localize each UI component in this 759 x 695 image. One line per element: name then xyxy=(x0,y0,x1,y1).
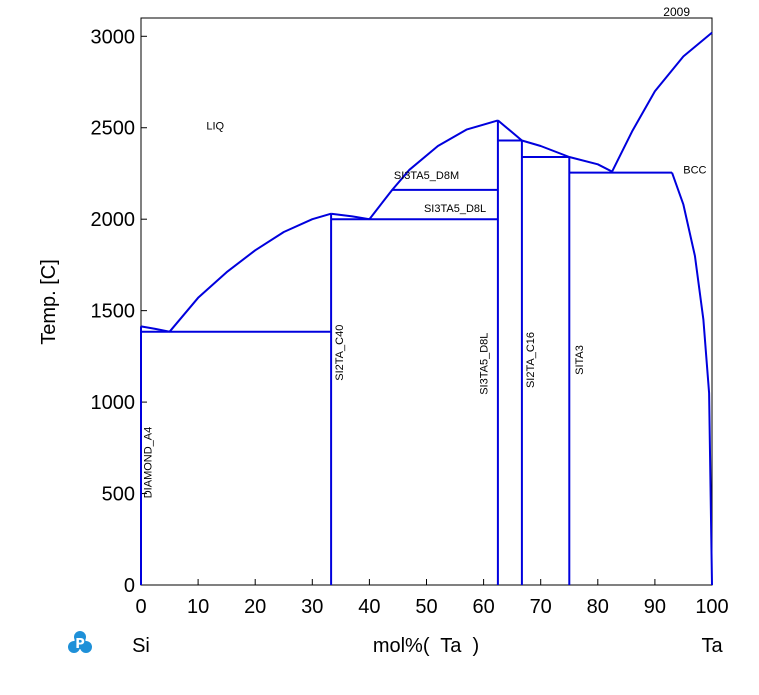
x-tick-label: 90 xyxy=(644,596,666,618)
x-tick-label: 0 xyxy=(135,596,146,618)
x-tick-label: 70 xyxy=(530,596,552,618)
phase-label: DIAMOND_A4 xyxy=(142,427,154,499)
phase-label: SI2TA_C16 xyxy=(525,332,537,388)
y-tick-label: 2000 xyxy=(91,209,136,231)
x-tick-label: 40 xyxy=(358,596,380,618)
x-tick-label: 50 xyxy=(415,596,437,618)
boundary-liquidus-si3ta5 xyxy=(368,119,499,220)
svg-text:P: P xyxy=(75,637,85,652)
y-axis-title: Temp. [C] xyxy=(38,259,60,345)
phase-label: SI2TA_C40 xyxy=(334,325,346,381)
boundary-liquidus-si2ta xyxy=(168,212,332,333)
y-tick-label: 500 xyxy=(102,484,135,506)
x-tick-label: 10 xyxy=(187,596,209,618)
x-axis-ticks: 0 10 20 30 40 50 60 70 80 90 100 xyxy=(135,579,729,618)
year-label: 2009 xyxy=(663,5,690,19)
phase-label: BCC xyxy=(683,164,706,176)
phase-label: SITA3 xyxy=(574,345,586,375)
boundary-liquidus-bcc xyxy=(611,31,713,173)
phase-label: SI3TA5_D8M xyxy=(394,170,459,182)
right-element-label: Ta xyxy=(701,635,723,657)
x-tick-label: 30 xyxy=(301,596,323,618)
x-axis-title: mol%( Ta ) xyxy=(373,635,479,657)
y-tick-label: 0 xyxy=(124,575,135,597)
y-tick-label: 1000 xyxy=(91,392,136,414)
plot-frame xyxy=(140,17,713,586)
boundary-bcc-solvus xyxy=(671,172,713,586)
boundary-liquidus-si3ta5-right xyxy=(497,119,523,142)
x-tick-label: 60 xyxy=(472,596,494,618)
x-tick-label: 100 xyxy=(695,596,728,618)
phase-label: SI3TA5_D8L xyxy=(424,203,486,215)
phase-label: LIQ xyxy=(206,121,224,133)
phase-label: SI3TA5_D8L xyxy=(479,333,491,395)
logo-icon: P xyxy=(68,631,92,653)
y-axis-ticks: 0 500 1000 1500 2000 2500 3000 xyxy=(91,26,147,597)
x-tick-label: 80 xyxy=(587,596,609,618)
left-element-label: Si xyxy=(132,635,150,657)
y-tick-label: 1500 xyxy=(91,301,136,323)
phase-boundaries xyxy=(140,31,713,586)
boundary-liquidus-si2ta-c16 xyxy=(521,139,570,158)
x-tick-label: 20 xyxy=(244,596,266,618)
phase-labels: LIQ SI3TA5_D8M SI3TA5_D8L BCC DIAMOND_A4 SI2T… xyxy=(142,121,706,499)
y-tick-label: 2500 xyxy=(91,118,136,140)
boundary-liquidus-sita3 xyxy=(569,156,613,173)
y-tick-label: 3000 xyxy=(91,26,136,48)
